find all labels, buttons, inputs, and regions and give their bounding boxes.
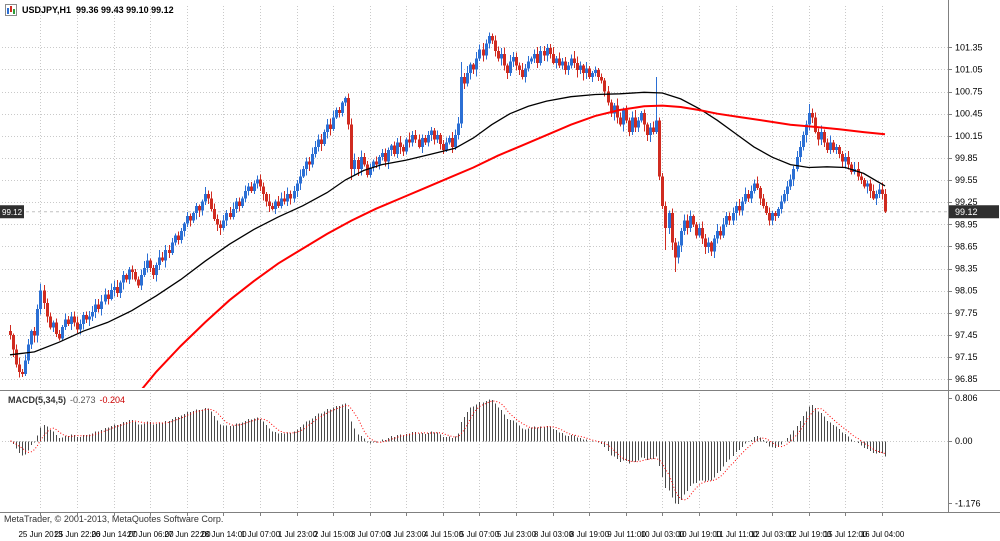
price-tick-label: 97.75 — [955, 308, 978, 318]
time-axis-label: 25 Jun 22:00 — [54, 530, 101, 539]
price-tick-label: 101.35 — [955, 42, 983, 52]
price-tick-label: 97.15 — [955, 352, 978, 362]
price-tick-label: 99.25 — [955, 197, 978, 207]
price-tick-label: 97.45 — [955, 330, 978, 340]
time-axis-label: 10 Jul 03:00 — [641, 530, 685, 539]
time-axis-label: 5 Jul 07:00 — [460, 530, 500, 539]
time-axis-label: 27 Jun 22:00 — [164, 530, 211, 539]
candlesticks — [9, 32, 887, 378]
time-axis-label: 15 Jul 12:00 — [824, 530, 868, 539]
time-axis-label: 12 Jul 19:00 — [788, 530, 832, 539]
bid-price-tag: 99.12 — [949, 205, 999, 219]
time-axis-label: 2 Jul 15:00 — [314, 530, 354, 539]
macd-scale-label: 0.00 — [955, 436, 973, 446]
time-axis-label: 3 Jul 23:00 — [387, 530, 427, 539]
symbol-timeframe-label: USDJPY,H1 — [22, 5, 72, 15]
price-tick-label: 100.45 — [955, 109, 983, 119]
time-axis-label: 25 Jun 2013 — [18, 530, 63, 539]
macd-signal-line — [10, 400, 886, 501]
price-tick-label: 98.65 — [955, 241, 978, 251]
time-axis-label: 1 Jul 07:00 — [241, 530, 281, 539]
macd-axis: 0.806 0.00 -1.176 — [948, 393, 981, 508]
time-axis-label: 26 Jun 14:00 — [91, 530, 138, 539]
price-tick-label: 100.15 — [955, 131, 983, 141]
macd-name: MACD(5,34,5) — [8, 395, 67, 405]
time-axis-label: 27 Jun 06:00 — [127, 530, 174, 539]
svg-text:99.12: 99.12 — [2, 208, 23, 217]
macd-scale-label: 0.806 — [955, 393, 978, 403]
time-axis-label: 16 Jul 04:00 — [861, 530, 905, 539]
time-axis-label: 1 Jul 23:00 — [278, 530, 318, 539]
chart-title: USDJPY,H1 99.36 99.43 99.10 99.12 — [5, 4, 174, 16]
price-tick-label: 98.05 — [955, 286, 978, 296]
macd-scale-label: -1.176 — [955, 498, 981, 508]
time-axis-label: 10 Jul 19:00 — [678, 530, 722, 539]
macd-main-value: -0.273 — [70, 395, 96, 405]
svg-text:99.12: 99.12 — [955, 207, 978, 217]
time-axis-label: 28 Jun 14:00 — [200, 530, 247, 539]
bid-price-tag-left: 99.12 — [0, 205, 24, 219]
time-axis-label: 12 Jul 03:00 — [751, 530, 795, 539]
price-axis: 101.35 101.05 100.75 100.45 100.15 99.85 99.55… — [948, 42, 983, 384]
ma-black-line — [9, 91, 886, 356]
macd-histogram — [10, 399, 886, 504]
grid-lines — [2, 6, 948, 510]
price-tick-label: 98.35 — [955, 264, 978, 274]
pane-frame — [0, 0, 1000, 513]
macd-signal-value: -0.204 — [99, 395, 126, 405]
price-tick-label: 99.55 — [955, 175, 978, 185]
time-axis-label: 5 Jul 23:00 — [497, 530, 537, 539]
price-tick-label: 96.85 — [955, 374, 978, 384]
time-axis-label: 4 Jul 15:00 — [424, 530, 464, 539]
time-axis-label: 3 Jul 07:00 — [351, 530, 391, 539]
time-axis-label: 8 Jul 03:00 — [534, 530, 574, 539]
chart-icon — [5, 4, 17, 16]
ohlc-values-label: 99.36 99.43 99.10 99.12 — [76, 5, 174, 15]
price-tick-label: 100.75 — [955, 87, 983, 97]
time-axis-label: 8 Jul 19:00 — [570, 530, 610, 539]
price-tick-label: 98.95 — [955, 219, 978, 229]
macd-indicator-label: MACD(5,34,5) -0.273 -0.204 — [8, 395, 125, 405]
copyright-text: MetaTrader, © 2001-2013, MetaQuotes Soft… — [4, 514, 224, 524]
price-tick-label: 99.85 — [955, 153, 978, 163]
time-axis-label: 11 Jul 11:00 — [715, 530, 758, 539]
price-tick-label: 101.05 — [955, 64, 983, 74]
moving-averages — [9, 91, 886, 388]
time-axis-label: 9 Jul 11:00 — [607, 530, 646, 539]
ma-red-line — [141, 104, 886, 388]
